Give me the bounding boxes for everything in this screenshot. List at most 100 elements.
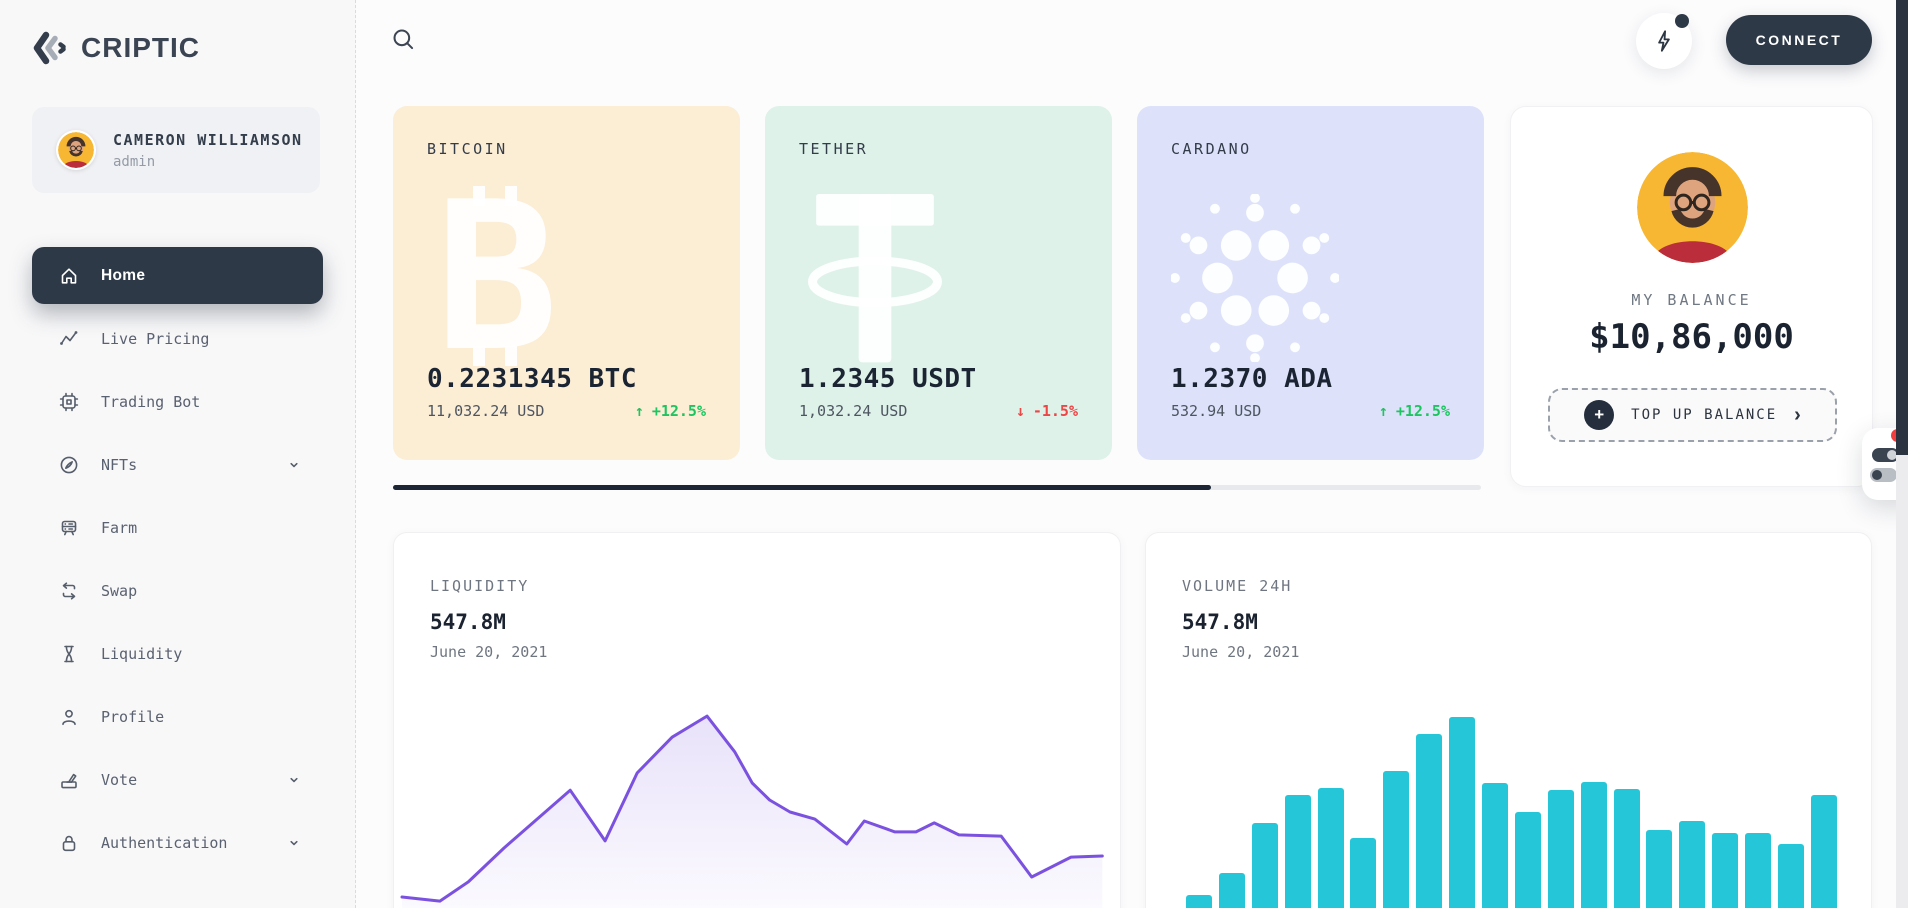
volume-bar — [1580, 782, 1607, 908]
volume-bar — [1350, 838, 1377, 908]
user-avatar — [56, 130, 96, 170]
volume-bar — [1218, 873, 1245, 908]
arrow-down-icon: ↓ — [1015, 402, 1025, 420]
token-card-cardano[interactable]: CARDANO 1.2370 ADA 532.94 USD ↑ +12.5% — [1137, 106, 1484, 460]
volume-bar — [1416, 734, 1443, 908]
liquidity-date: June 20, 2021 — [430, 643, 548, 661]
sidebar-item-liquidity[interactable]: Liquidity — [32, 625, 323, 682]
volume-bar — [1613, 789, 1640, 908]
volume-bar — [1810, 795, 1837, 908]
token-card-tether[interactable]: TETHER 1.2345 USDT 1,032.24 USD ↓ -1.5% — [765, 106, 1112, 460]
top-up-balance-button[interactable]: + TOP UP BALANCE › — [1548, 388, 1837, 442]
volume-bar — [1712, 833, 1739, 908]
tether-watermark-icon — [799, 194, 969, 363]
sidebar-nav: Home Live Pricing Trading Bot NFTs Farm — [32, 247, 323, 877]
token-change: ↑ +12.5% — [1378, 402, 1450, 420]
user-card[interactable]: CAMERON WILLIAMSON admin — [32, 107, 320, 193]
carousel-scrollbar-track[interactable] — [393, 485, 1481, 490]
token-amount: 1.2345 USDT — [799, 364, 977, 394]
volume-bar — [1547, 790, 1574, 908]
compass-icon — [60, 456, 78, 473]
hourglass-icon — [64, 645, 74, 662]
connect-button[interactable]: CONNECT — [1726, 15, 1872, 65]
balance-card: MY BALANCE $10,86,000 + TOP UP BALANCE › — [1510, 106, 1873, 487]
token-amount: 0.2231345 BTC — [427, 364, 637, 394]
sidebar-item-home[interactable]: Home — [32, 247, 323, 304]
volume-bar — [1482, 783, 1509, 908]
volume-bar — [1186, 895, 1212, 908]
toggle-off-icon — [1870, 468, 1897, 482]
cardano-watermark-icon — [1170, 193, 1341, 363]
user-icon — [62, 709, 76, 725]
volume-title: VOLUME 24H — [1182, 577, 1293, 595]
activity-icon — [60, 330, 78, 345]
plus-icon: + — [1584, 400, 1615, 430]
sidebar: CRIPTIC CAMERON WILLIAMSON admin Home Li… — [0, 0, 356, 908]
liquidity-card: LIQUIDITY 547.8M June 20, 2021 — [393, 532, 1121, 908]
token-card-bitcoin[interactable]: BITCOIN B 0.2231345 BTC 11,032.24 USD ↑ … — [393, 106, 740, 460]
main-content: CONNECT BITCOIN B 0.2231345 BTC 11,032.2… — [357, 0, 1908, 908]
volume-bar — [1745, 833, 1772, 908]
home-icon — [61, 267, 77, 284]
sidebar-item-authentication[interactable]: Authentication — [32, 814, 323, 871]
arrow-up-icon: ↑ — [634, 402, 644, 420]
sidebar-item-swap[interactable]: Swap — [32, 562, 323, 619]
toggle-on-icon — [1872, 448, 1899, 462]
sidebar-item-farm[interactable]: Farm — [32, 499, 323, 556]
volume-bar — [1646, 830, 1673, 908]
search-button[interactable] — [389, 26, 419, 56]
sidebar-item-nfts[interactable]: NFTs — [32, 436, 323, 493]
volume-bar — [1778, 844, 1805, 908]
sidebar-item-vote[interactable]: Vote — [32, 751, 323, 808]
liquidity-title: LIQUIDITY — [430, 577, 530, 595]
volume-card: VOLUME 24H 547.8M June 20, 2021 — [1145, 532, 1872, 908]
bitcoin-watermark-icon: B — [435, 159, 559, 397]
sidebar-item-profile[interactable]: Profile — [32, 688, 323, 745]
swap-icon — [62, 581, 76, 600]
token-change: ↑ +12.5% — [634, 402, 706, 420]
token-usd-value: 1,032.24 USD — [799, 402, 908, 420]
volume-bar — [1449, 717, 1476, 908]
token-change: ↓ -1.5% — [1015, 402, 1078, 420]
balance-amount: $10,86,000 — [1589, 317, 1794, 357]
criptic-logo-icon — [33, 31, 66, 65]
volume-bar — [1514, 812, 1541, 908]
page-scrollbar-thumb[interactable] — [1896, 0, 1908, 455]
volume-bars — [1186, 533, 1837, 908]
chevron-down-icon — [290, 840, 298, 845]
token-name: TETHER — [799, 140, 869, 158]
liquidity-chart — [400, 714, 1104, 908]
notifications-button[interactable] — [1636, 13, 1692, 69]
volume-bar — [1317, 788, 1344, 908]
volume-bar — [1251, 823, 1278, 908]
volume-date: June 20, 2021 — [1182, 643, 1300, 661]
token-amount: 1.2370 ADA — [1171, 364, 1333, 394]
app-title: CRIPTIC — [81, 32, 200, 63]
arrow-up-icon: ↑ — [1378, 402, 1388, 420]
sidebar-item-live-pricing[interactable]: Live Pricing — [32, 310, 323, 367]
volume-bar — [1679, 821, 1706, 908]
chevron-down-icon — [290, 777, 298, 782]
chevron-down-icon — [290, 462, 298, 467]
user-role: admin — [113, 153, 156, 170]
vote-icon — [61, 773, 77, 788]
balance-avatar — [1637, 152, 1748, 263]
search-icon — [393, 29, 414, 50]
volume-bar — [1284, 795, 1311, 908]
notification-dot — [1675, 14, 1689, 28]
page-scrollbar-track[interactable] — [1896, 0, 1908, 908]
volume-value: 547.8M — [1182, 610, 1258, 634]
lock-icon — [62, 835, 76, 851]
lightning-bolt-icon — [1658, 30, 1670, 52]
liquidity-value: 547.8M — [430, 610, 506, 634]
balance-label: MY BALANCE — [1631, 291, 1752, 309]
token-name: CARDANO — [1171, 140, 1252, 158]
token-usd-value: 532.94 USD — [1171, 402, 1262, 420]
sidebar-item-trading-bot[interactable]: Trading Bot — [32, 373, 323, 430]
app-logo: CRIPTIC — [30, 30, 200, 66]
cpu-icon — [59, 392, 79, 411]
user-name: CAMERON WILLIAMSON — [113, 130, 303, 149]
server-icon — [61, 520, 77, 535]
carousel-scrollbar-thumb[interactable] — [393, 485, 1211, 490]
